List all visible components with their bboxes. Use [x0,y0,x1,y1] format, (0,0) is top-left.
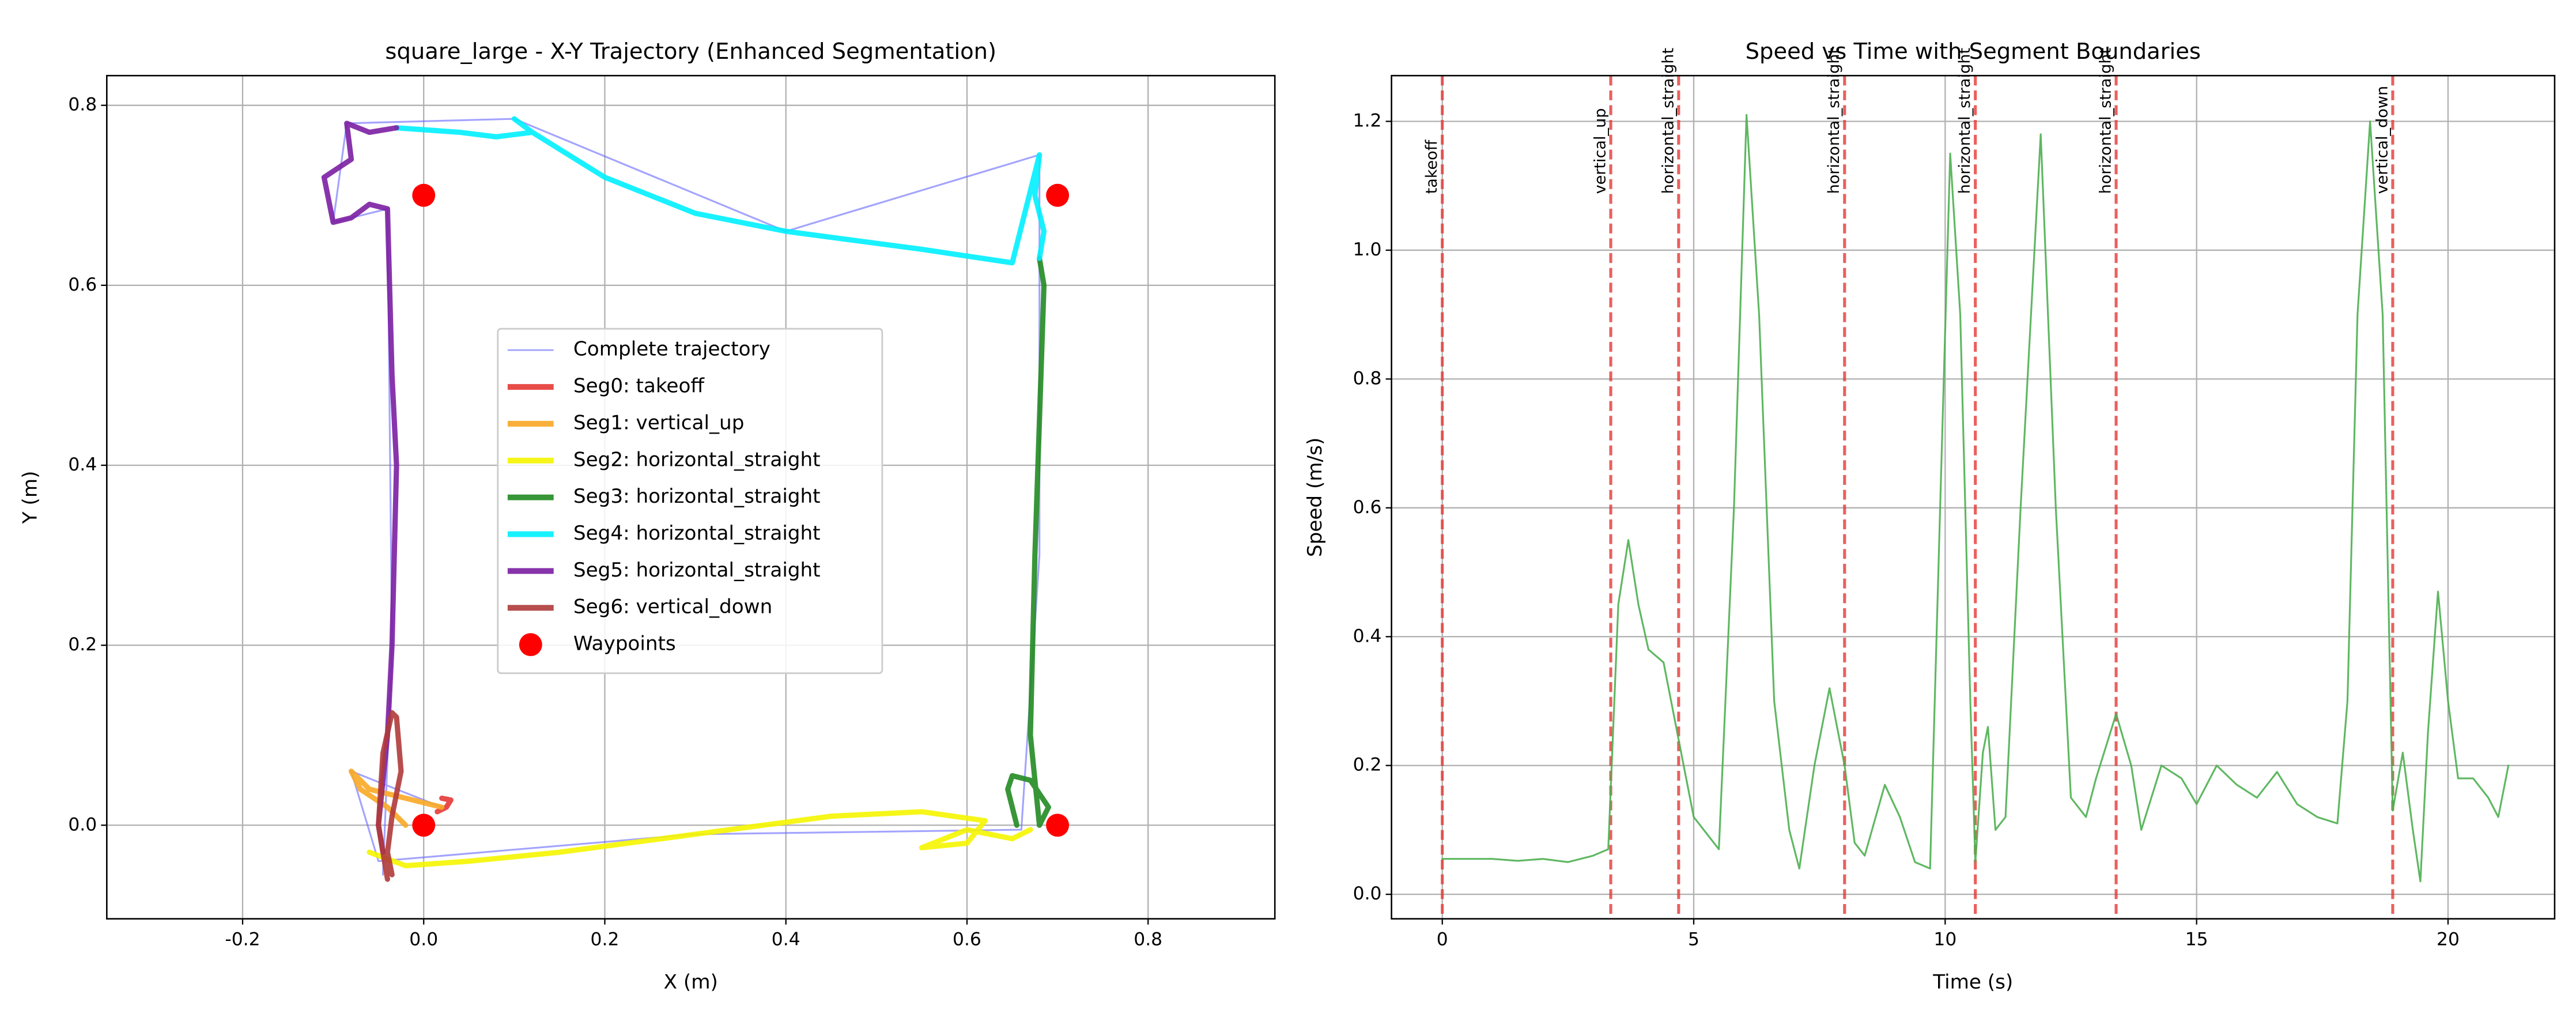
x-tick-label: 0.0 [409,929,438,950]
x-tick-label: -0.2 [225,929,260,950]
y-axis-label: Speed (m/s) [1304,438,1327,557]
boundary-label: vertical_up [1591,108,1609,194]
y-axis-label: Y (m) [19,471,42,525]
legend-label: Seg3: horizontal_straight [573,485,821,508]
y-tick-label: 0.4 [68,454,97,475]
y-tick-label: 0.6 [68,274,97,295]
chart-title: Speed vs Time with Segment Boundaries [1746,39,2201,65]
y-tick-label: 0.0 [68,814,97,835]
boundary-label: horizontal_straight [2097,48,2114,194]
y-tick-label: 0.2 [68,634,97,655]
boundary-label: vertical_down [2373,86,2391,194]
legend-marker [519,633,542,657]
series-line [348,769,445,828]
y-tick-label: 1.0 [1353,239,1382,260]
y-tick-label: 0.4 [1353,626,1382,646]
series-line [321,120,399,855]
y-tick-label: 1.2 [1353,110,1382,131]
series-line [332,118,1041,876]
x-tick-label: 0.4 [772,929,800,950]
series-line [376,710,404,882]
x-tick-label: 0.8 [1134,929,1162,950]
x-tick-label: 0.2 [591,929,620,950]
series-line [367,809,1033,869]
legend-label: Complete trajectory [573,338,770,361]
legend-box [497,327,883,675]
waypoint [1046,183,1070,207]
boundary-label: horizontal_straight [1825,48,1843,194]
legend-label: Seg5: horizontal_straight [573,559,821,582]
y-tick-label: 0.0 [1353,883,1382,904]
boundary-label: takeoff [1423,139,1441,194]
x-tick-label: 15 [2185,929,2208,950]
waypoint [1046,814,1070,837]
waypoint [412,814,436,837]
boundary-label: horizontal_straight [1956,48,1974,194]
x-tick-label: 0.6 [953,929,981,950]
legend-label: Seg6: vertical_down [573,596,772,619]
legend-label: Seg1: vertical_up [573,411,745,434]
legend: Complete trajectory Seg0: takeoff Seg1: ve… [497,327,883,675]
plot-frame [1391,74,2556,920]
x-tick-label: 5 [1688,929,1699,950]
legend-label: Seg2: horizontal_straight [573,448,821,471]
x-tick-label: 20 [2437,929,2460,950]
legend-label: Waypoints [573,632,676,656]
x-tick-label: 0 [1437,929,1448,950]
legend-label: Seg4: horizontal_straight [573,522,821,545]
chart-title: square_large - X-Y Trajectory (Enhanced … [385,39,996,65]
series-line [394,116,1047,266]
x-tick-label: 10 [1933,929,1956,950]
y-tick-label: 0.8 [68,95,97,115]
y-tick-label: 0.6 [1353,497,1382,518]
series-line [1441,114,2510,883]
plot-marks [1441,76,2510,919]
waypoint [412,183,436,207]
x-axis-label: Time (s) [1932,970,2013,993]
plot-frame [106,74,1276,920]
y-tick-label: 0.2 [1353,755,1382,775]
legend-label: Seg0: takeoff [573,375,705,398]
x-axis-label: X (m) [664,970,718,993]
boundary-label: horizontal_straight [1659,48,1677,194]
series-line [1005,255,1051,828]
plot-marks [321,116,1070,882]
y-tick-label: 0.8 [1353,368,1382,389]
